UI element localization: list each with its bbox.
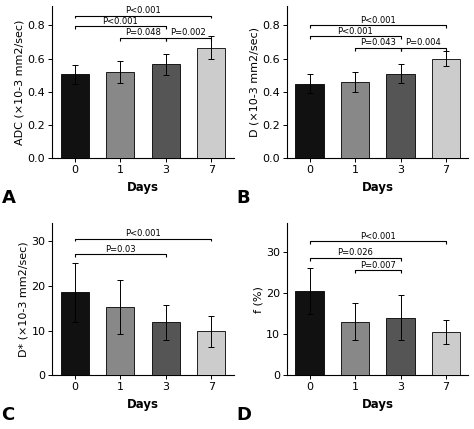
Text: P=0.048: P=0.048 — [125, 28, 161, 37]
Bar — [432, 59, 460, 158]
Bar — [152, 323, 180, 375]
X-axis label: Days: Days — [362, 398, 394, 411]
Text: A: A — [1, 189, 16, 207]
Text: P=0.043: P=0.043 — [360, 38, 396, 47]
Y-axis label: f (%): f (%) — [254, 286, 264, 313]
Bar — [197, 48, 225, 158]
Text: P<0.001: P<0.001 — [360, 16, 396, 25]
Bar — [61, 293, 89, 375]
Bar — [295, 291, 324, 375]
Text: P=0.002: P=0.002 — [171, 28, 206, 37]
Text: P=0.03: P=0.03 — [105, 245, 136, 254]
Bar — [106, 72, 134, 158]
Text: P<0.001: P<0.001 — [102, 17, 138, 26]
Text: C: C — [1, 406, 15, 424]
Bar — [432, 332, 460, 375]
Y-axis label: D (×10-3 mm2/sec): D (×10-3 mm2/sec) — [250, 27, 260, 137]
Text: P<0.001: P<0.001 — [360, 232, 396, 241]
Text: P=0.026: P=0.026 — [337, 248, 373, 257]
Y-axis label: D* (×10-3 mm2/sec): D* (×10-3 mm2/sec) — [18, 241, 28, 357]
Bar — [386, 318, 415, 375]
Y-axis label: ADC (×10-3 mm2/sec): ADC (×10-3 mm2/sec) — [15, 19, 25, 145]
Text: P=0.007: P=0.007 — [360, 261, 396, 270]
Bar — [341, 322, 369, 375]
Bar — [152, 64, 180, 158]
Text: P=0.004: P=0.004 — [405, 38, 441, 47]
Text: D: D — [237, 406, 252, 424]
Bar — [341, 82, 369, 158]
Text: P<0.001: P<0.001 — [337, 27, 373, 36]
X-axis label: Days: Days — [127, 398, 159, 411]
Bar — [386, 73, 415, 158]
Text: B: B — [237, 189, 250, 207]
Bar — [295, 84, 324, 158]
Bar — [61, 74, 89, 158]
Text: P<0.001: P<0.001 — [125, 229, 161, 238]
X-axis label: Days: Days — [127, 181, 159, 193]
X-axis label: Days: Days — [362, 181, 394, 193]
Bar — [106, 307, 134, 375]
Bar — [197, 332, 225, 375]
Text: P<0.001: P<0.001 — [125, 6, 161, 15]
